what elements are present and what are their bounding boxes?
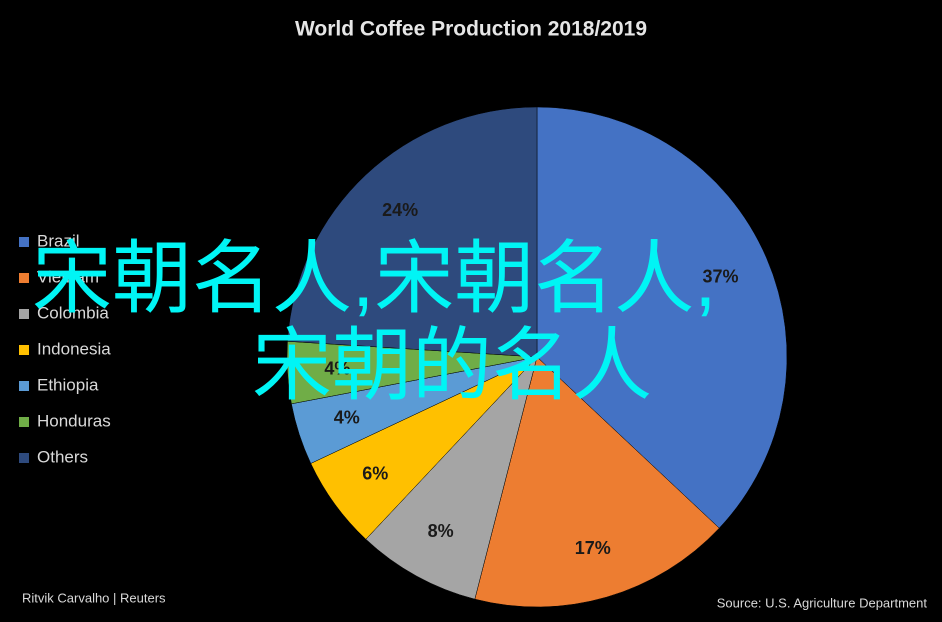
data-label: 37%: [703, 266, 739, 286]
chart-title: World Coffee Production 2018/2019: [295, 18, 647, 41]
pie-slice: [474, 356, 720, 608]
legend: Brazil Vietnam Colombia Indonesia Ethiopia Ho…: [19, 231, 111, 466]
legend-label: Indonesia: [37, 339, 111, 358]
data-label: 6%: [362, 463, 388, 483]
legend-label: Brazil: [37, 231, 80, 250]
legend-label: Colombia: [37, 303, 109, 322]
pie: 37% 17% 8% 6% 4% 4% 24%: [286, 106, 788, 608]
legend-swatch: [19, 417, 29, 427]
overlay: 宋朝名人,宋朝名人,宋朝的名人: [32, 234, 716, 410]
overlay-text: 宋朝的名人: [252, 321, 652, 410]
legend-swatch: [19, 453, 29, 463]
legend-swatch: [19, 309, 29, 319]
legend-label: Ethiopia: [37, 375, 99, 394]
data-label: 24%: [382, 200, 418, 220]
legend-label: Honduras: [37, 411, 111, 430]
data-label: 4%: [334, 408, 360, 428]
data-label: 8%: [428, 521, 454, 541]
data-label: 17%: [575, 538, 611, 558]
overlay-text: 宋朝名人,宋朝名人,: [32, 234, 716, 323]
legend-swatch: [19, 381, 29, 391]
legend-label: Others: [37, 447, 88, 466]
source: Source: U.S. Agriculture Department: [717, 595, 928, 610]
legend-swatch: [19, 237, 29, 247]
legend-swatch: [19, 345, 29, 355]
legend-label: Vietnam: [37, 267, 99, 286]
credit: Ritvik Carvalho | Reuters: [22, 590, 166, 605]
data-label: 4%: [324, 358, 350, 378]
pie-slice: [287, 106, 538, 358]
pie-slice: [365, 356, 538, 600]
legend-swatch: [19, 273, 29, 283]
pie-slice: [536, 106, 788, 529]
